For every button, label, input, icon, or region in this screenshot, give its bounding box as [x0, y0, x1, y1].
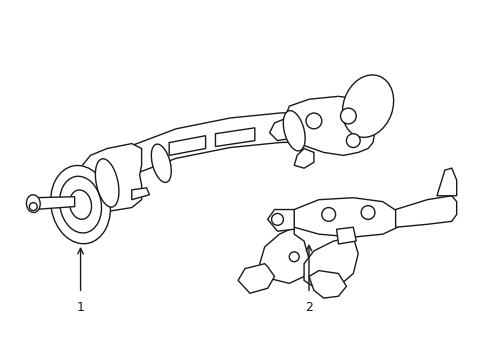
- Circle shape: [361, 206, 374, 219]
- Ellipse shape: [151, 144, 171, 183]
- Circle shape: [271, 213, 283, 225]
- Polygon shape: [294, 148, 313, 168]
- Polygon shape: [82, 144, 142, 212]
- Text: 2: 2: [305, 301, 312, 315]
- Text: 1: 1: [77, 301, 84, 315]
- Polygon shape: [33, 197, 75, 210]
- Polygon shape: [259, 227, 308, 283]
- Ellipse shape: [26, 195, 40, 212]
- Polygon shape: [102, 111, 352, 195]
- Ellipse shape: [342, 75, 393, 138]
- Polygon shape: [269, 119, 289, 141]
- Ellipse shape: [95, 159, 119, 207]
- Circle shape: [289, 252, 299, 262]
- Polygon shape: [131, 188, 149, 200]
- Ellipse shape: [283, 111, 305, 151]
- Circle shape: [346, 134, 360, 148]
- Circle shape: [321, 208, 335, 221]
- Ellipse shape: [60, 176, 102, 233]
- Polygon shape: [215, 128, 254, 147]
- Polygon shape: [267, 210, 294, 231]
- Circle shape: [340, 108, 356, 124]
- Polygon shape: [308, 271, 346, 298]
- Polygon shape: [304, 237, 358, 290]
- Polygon shape: [395, 196, 456, 227]
- Polygon shape: [436, 168, 456, 196]
- Circle shape: [305, 113, 321, 129]
- Circle shape: [29, 203, 37, 211]
- Polygon shape: [294, 198, 397, 237]
- Polygon shape: [336, 227, 356, 244]
- Polygon shape: [169, 136, 205, 156]
- Polygon shape: [284, 96, 375, 156]
- Ellipse shape: [51, 166, 110, 244]
- Ellipse shape: [69, 190, 91, 219]
- Polygon shape: [238, 264, 274, 293]
